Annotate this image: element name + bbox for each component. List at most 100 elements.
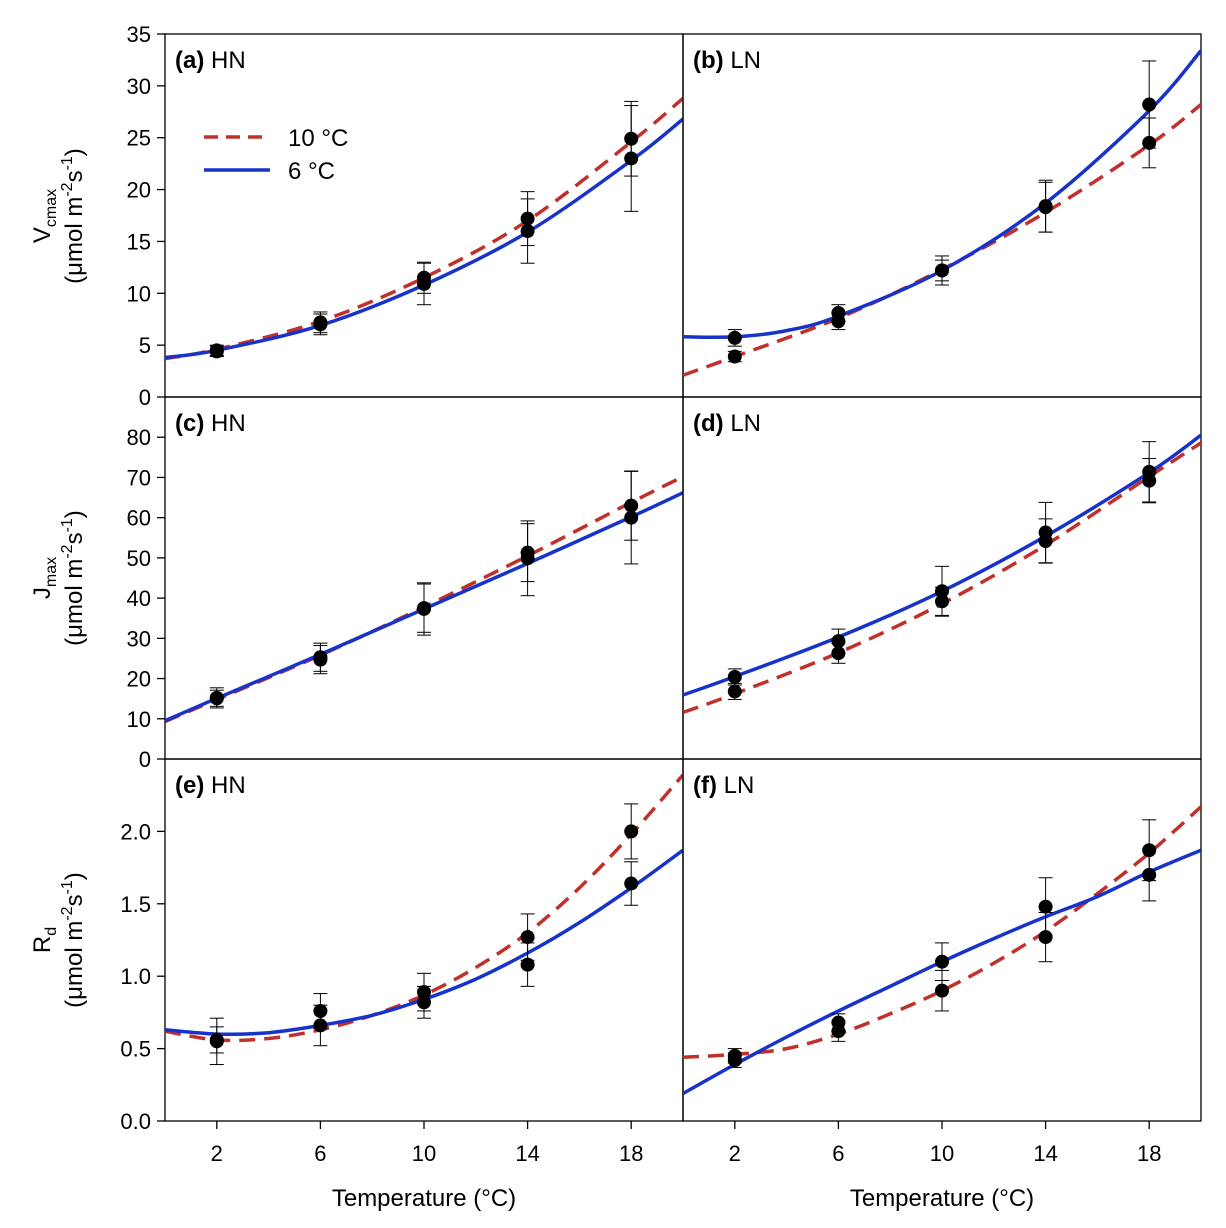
legend-label-6c: 6 °C [288, 158, 335, 185]
y-unit-post: ) [61, 872, 88, 880]
y-tick-label: 30 [127, 74, 151, 99]
y-tick-label: 0 [139, 385, 151, 410]
data-point [727, 349, 742, 364]
panel-treatment: LN [724, 47, 761, 74]
y-unit-sup2: -1 [59, 156, 76, 170]
data-point [313, 1018, 328, 1033]
svg-text:Vcmax: Vcmax [29, 189, 60, 243]
y-title-sub: max [43, 557, 60, 587]
data-point [624, 510, 639, 525]
data-point [831, 305, 846, 320]
y-axis-title-vcmax: Vcmax (μmol m-2s-1) [29, 148, 88, 284]
y-unit-sup2: -1 [59, 518, 76, 532]
panel-treatment: HN [204, 47, 245, 74]
panel-e: 0.0 0.5 1.0 1.5 2.0 2 6 10 14 18 (e) HN [120, 758, 684, 1166]
panel-c: 0 10 20 30 40 50 60 70 80 (c) HN [127, 396, 684, 772]
series-10c [165, 773, 683, 1043]
panel-letter: (b) [693, 47, 724, 74]
y-tick-label: 30 [127, 626, 151, 651]
fit-curve [165, 117, 683, 360]
data-point [1038, 899, 1053, 914]
data-point [935, 584, 949, 599]
x-tick-label: 10 [412, 1141, 436, 1166]
y-tick-label: 0.5 [120, 1037, 151, 1062]
panel-letter: (f) [693, 772, 717, 799]
panel-tag: (e) HN [175, 772, 246, 799]
y-axis-title-jmax: Jmax (μmol m-2s-1) [29, 510, 88, 646]
y-tick-label: 70 [127, 465, 151, 490]
fit-curve [683, 805, 1201, 1060]
panel-frame [682, 758, 1202, 1122]
legend: 10 °C 6 °C [204, 125, 348, 185]
data-point [417, 995, 431, 1010]
y-unit-sup1: -2 [59, 544, 76, 558]
data-point [417, 601, 431, 616]
data-point [209, 691, 224, 706]
panel-b: (b) LN [682, 33, 1202, 398]
panels: 0 5 10 15 20 25 30 35 (a) HN (b) LN 0 10 20 30 40 50 60 7… [120, 22, 1202, 1166]
data-point [935, 954, 949, 969]
y-title-main: R [29, 936, 56, 953]
y-tick-label: 80 [127, 425, 151, 450]
svg-text:(μmol m-2s-1): (μmol m-2s-1) [59, 872, 88, 1008]
data-point [313, 1003, 328, 1018]
data-point [417, 985, 431, 1000]
y-tick-label: 1.0 [120, 964, 151, 989]
x-tick-label: 2 [729, 1141, 741, 1166]
y-tick-label: 50 [127, 546, 151, 571]
y-unit-sup2: -1 [59, 880, 76, 894]
x-tick-label: 14 [515, 1141, 539, 1166]
data-point [520, 551, 535, 566]
y-tick-label: 15 [127, 229, 151, 254]
x-axis-title-right: Temperature (°C) [850, 1185, 1034, 1212]
data-point [1038, 199, 1053, 214]
y-tick-label: 40 [127, 586, 151, 611]
y-title-sub: cmax [43, 189, 60, 227]
data-point [417, 276, 431, 291]
svg-text:Rd: Rd [29, 927, 60, 953]
panel-treatment: HN [204, 772, 245, 799]
y-tick-label: 0.0 [120, 1109, 151, 1134]
data-point [1038, 930, 1053, 945]
y-unit-sup1: -2 [59, 906, 76, 920]
y-title-main: V [29, 227, 56, 243]
y-tick-label: 25 [127, 126, 151, 151]
data-point [727, 330, 742, 345]
panel-letter: (a) [175, 47, 204, 74]
data-point [520, 930, 535, 945]
data-point [1142, 135, 1157, 150]
data-point [727, 684, 742, 699]
y-tick-label: 10 [127, 707, 151, 732]
y-tick-label: 0 [139, 747, 151, 772]
data-point [935, 983, 949, 998]
y-axis-title-rd: Rd (μmol m-2s-1) [29, 872, 88, 1008]
x-tick-label: 10 [930, 1141, 954, 1166]
panel-treatment: LN [717, 772, 754, 799]
panel-tag: (f) LN [693, 772, 754, 799]
data-point [520, 224, 535, 239]
data-point [831, 1015, 846, 1030]
panel-tag: (a) HN [175, 47, 246, 74]
series-6c [683, 49, 1201, 340]
data-point [1142, 464, 1157, 479]
data-point [727, 669, 742, 684]
data-point [1142, 843, 1157, 858]
panel-a: 0 5 10 15 20 25 30 35 (a) HN [127, 22, 684, 410]
x-tick-label: 14 [1033, 1141, 1057, 1166]
y-unit-sup1: -2 [59, 182, 76, 196]
panel-frame [682, 33, 1202, 398]
data-point [624, 824, 639, 839]
data-point [520, 211, 535, 226]
svg-text:(μmol m-2s-1): (μmol m-2s-1) [59, 510, 88, 646]
x-tick-label: 18 [1137, 1141, 1161, 1166]
y-tick-label: 35 [127, 22, 151, 47]
data-point [520, 957, 535, 972]
series-6c [165, 117, 683, 360]
panel-treatment: HN [204, 410, 245, 437]
x-tick-label: 6 [832, 1141, 844, 1166]
series-10c [165, 96, 683, 361]
y-unit-post: ) [61, 510, 88, 518]
y-unit-pre: (μmol m [61, 197, 88, 284]
fit-curve [165, 773, 683, 1043]
svg-text:Jmax: Jmax [29, 557, 60, 599]
